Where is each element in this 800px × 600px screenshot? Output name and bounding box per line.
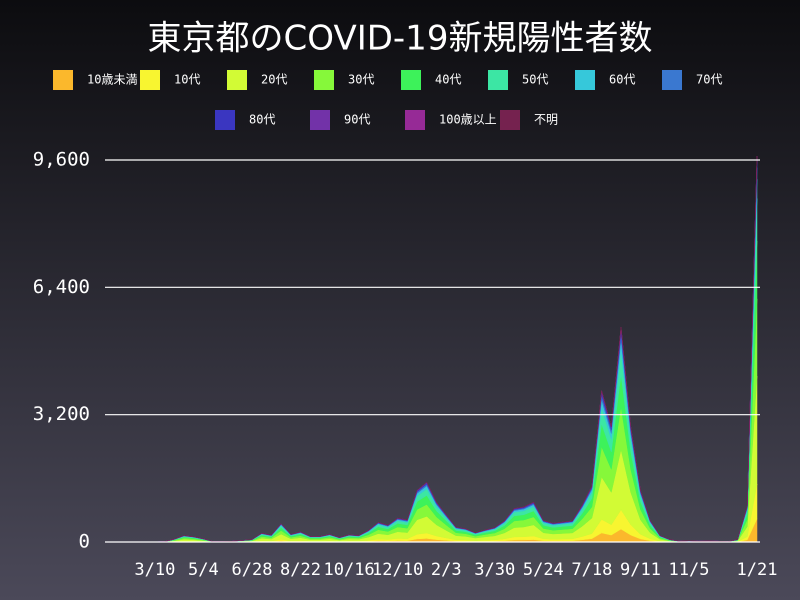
legend-label: 40代 — [435, 73, 461, 87]
x-tick-label: 3/30 — [474, 560, 515, 580]
legend-swatch — [662, 70, 682, 90]
chart-title: 東京都のCOVID-19新規陽性者数 — [148, 19, 653, 59]
legend-label: 70代 — [696, 73, 722, 87]
x-tick-label: 11/5 — [669, 560, 710, 580]
x-tick-label: 5/4 — [188, 560, 219, 580]
legend-label: 20代 — [261, 73, 287, 87]
y-tick-label: 3,200 — [33, 403, 90, 425]
legend-swatch — [500, 110, 520, 130]
legend-label: 10代 — [174, 73, 200, 87]
legend-label: 100歳以上 — [439, 113, 497, 127]
y-tick-label: 0 — [79, 531, 90, 553]
x-tick-label: 12/10 — [372, 560, 423, 580]
legend-label: 不明 — [534, 113, 558, 127]
y-tick-label: 6,400 — [33, 276, 90, 298]
x-tick-label: 1/21 — [737, 560, 778, 580]
legend-swatch — [575, 70, 595, 90]
legend-swatch — [405, 110, 425, 130]
legend-label: 50代 — [522, 73, 548, 87]
legend-label: 30代 — [348, 73, 374, 87]
x-tick-label: 6/28 — [231, 560, 272, 580]
x-tick-label: 10/16 — [323, 560, 374, 580]
legend-swatch — [140, 70, 160, 90]
x-tick-label: 8/22 — [280, 560, 321, 580]
x-tick-label: 9/11 — [620, 560, 661, 580]
legend-label: 60代 — [609, 73, 635, 87]
legend-label: 10歳未満 — [87, 73, 137, 87]
legend-label: 80代 — [249, 113, 275, 127]
legend-swatch — [310, 110, 330, 130]
area — [116, 156, 758, 543]
x-tick-label: 3/10 — [134, 560, 175, 580]
legend-swatch — [488, 70, 508, 90]
y-tick-label: 9,600 — [33, 149, 90, 171]
x-tick-label: 7/18 — [571, 560, 612, 580]
legend-label: 90代 — [344, 113, 370, 127]
x-tick-label: 2/3 — [431, 560, 462, 580]
x-tick-label: 5/24 — [523, 560, 564, 580]
legend-swatch — [401, 70, 421, 90]
legend-swatch — [215, 110, 235, 130]
legend-swatch — [53, 70, 73, 90]
legend-swatch — [227, 70, 247, 90]
legend-swatch — [314, 70, 334, 90]
